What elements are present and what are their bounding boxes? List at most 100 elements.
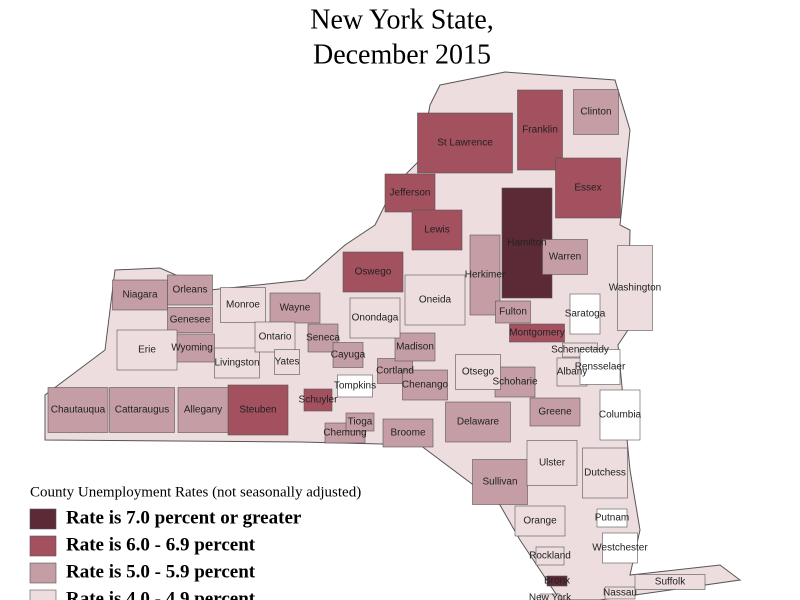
county-label: Wyoming	[171, 343, 213, 354]
county	[455, 354, 501, 390]
county-label: Chenango	[402, 380, 449, 391]
county-label: Nassau	[603, 588, 637, 599]
legend-label: Rate is 5.0 - 5.9 percent	[66, 561, 256, 582]
county	[469, 234, 501, 316]
county	[167, 307, 213, 333]
county-label: Warren	[549, 252, 581, 263]
county-label: Orange	[523, 516, 557, 527]
county-label: Madison	[396, 342, 434, 353]
county-label: Rockland	[529, 551, 571, 562]
county-label: Sullivan	[482, 477, 517, 488]
county-label: Greene	[538, 407, 572, 418]
county-label: Franklin	[522, 125, 558, 136]
county	[220, 287, 266, 323]
county	[582, 447, 628, 499]
county	[109, 387, 175, 433]
county	[112, 279, 168, 311]
county-label: Onondaga	[352, 313, 399, 324]
county	[332, 342, 364, 368]
legend-swatch	[29, 562, 57, 584]
county	[526, 440, 578, 486]
county	[274, 349, 300, 375]
legend-title: County Unemployment Rates (not seasonall…	[30, 484, 361, 500]
county	[404, 274, 466, 326]
county	[167, 274, 213, 306]
county-label: Yates	[275, 357, 300, 368]
county-label: Wayne	[280, 303, 311, 314]
county	[411, 209, 463, 251]
county-label: Putnam	[595, 513, 629, 524]
county	[579, 349, 621, 385]
county	[382, 418, 434, 448]
county-label: Fulton	[499, 307, 527, 318]
county	[116, 329, 178, 371]
title-line: December 2015	[313, 39, 491, 70]
county-label: Suffolk	[655, 577, 686, 588]
county-label: Saratoga	[565, 309, 606, 320]
county	[514, 505, 566, 537]
county-label: Erie	[138, 345, 156, 356]
county-label: Dutchess	[584, 468, 626, 479]
county-label: Chemung	[323, 428, 366, 439]
county	[445, 401, 511, 443]
county-label: Monroe	[226, 300, 260, 311]
county-label: Niagara	[122, 290, 157, 301]
county-label: Tioga	[348, 417, 373, 428]
county	[303, 388, 333, 412]
county-label: Ulster	[539, 458, 566, 469]
county-label: Washington	[609, 283, 661, 294]
county-label: Oneida	[419, 295, 452, 306]
county-label: Schoharie	[492, 377, 537, 388]
county	[599, 389, 641, 441]
county-label: Cattaraugus	[115, 405, 169, 416]
county-label: Allegany	[184, 405, 222, 416]
county-label: Clinton	[580, 107, 611, 118]
county-label: Essex	[574, 183, 601, 194]
county	[495, 300, 531, 324]
county-label: Herkimer	[465, 270, 506, 281]
county	[417, 112, 513, 174]
county-label: Hamilton	[507, 238, 546, 249]
county	[177, 387, 229, 433]
county	[617, 245, 653, 331]
county	[634, 574, 706, 590]
county-label: Steuben	[239, 405, 276, 416]
county	[227, 384, 289, 436]
county-label: Westchester	[592, 543, 648, 554]
county	[602, 532, 638, 564]
county-label: St Lawrence	[437, 138, 493, 149]
county-label: Cortland	[376, 366, 414, 377]
county	[402, 369, 448, 401]
legend-label: Rate is 6.0 - 6.9 percent	[66, 534, 256, 555]
county	[517, 89, 563, 171]
county-label: Delaware	[457, 417, 500, 428]
county-label: Montgomery	[509, 328, 565, 339]
county	[529, 397, 581, 427]
county	[494, 366, 536, 398]
county	[555, 157, 621, 219]
county-label: Columbia	[599, 410, 642, 421]
county	[214, 347, 260, 379]
county-label: Schenectady	[551, 345, 609, 356]
county	[349, 297, 401, 339]
county	[596, 508, 628, 528]
county-label: New York	[529, 593, 572, 600]
county	[342, 251, 404, 293]
legend-swatch	[29, 535, 57, 557]
county	[337, 374, 373, 398]
county-label: Jefferson	[390, 188, 431, 199]
county-label: Seneca	[306, 333, 340, 344]
county-label: Ontario	[259, 332, 292, 343]
county-label: Albany	[557, 367, 588, 378]
county	[345, 412, 375, 432]
county	[509, 323, 565, 343]
county-label: Bronx	[544, 576, 570, 587]
county	[546, 575, 568, 587]
county	[269, 292, 321, 324]
county	[394, 332, 436, 362]
county-label: Genesee	[170, 315, 211, 326]
county	[539, 593, 561, 600]
county	[573, 89, 619, 135]
county-label: Schuyler	[299, 395, 339, 406]
